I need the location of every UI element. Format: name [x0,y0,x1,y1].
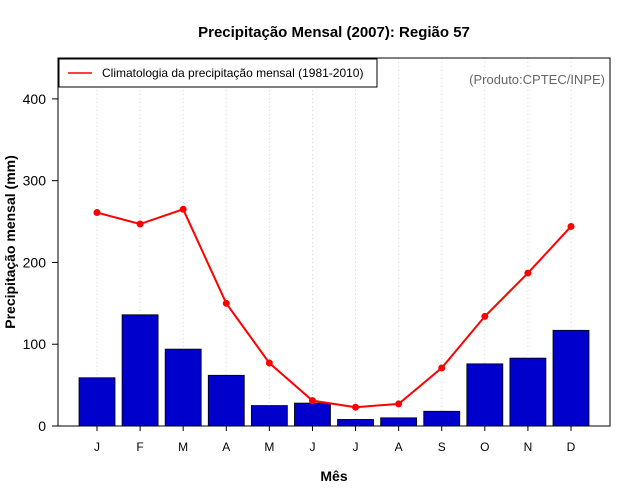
climatology-point-5 [265,359,273,367]
bar-12 [552,329,590,427]
x-tick-label-2: F [136,440,143,454]
y-tick-label-1: 0 [38,418,46,434]
bar-3 [164,348,202,427]
bar-11 [509,357,547,427]
bar-4 [207,374,245,427]
y-axis: 0 100 200 300 400 [23,91,58,434]
climatology-line [96,208,572,409]
x-tick-label-1: J [94,440,100,454]
y-tick-label-4: 300 [23,173,47,189]
bar-6 [294,402,331,427]
bar-series [78,314,590,427]
y-tick-label-2: 100 [23,336,47,352]
chart-title: Precipitação Mensal (2007): Região 57 [198,24,470,41]
y-tick-label-5: 400 [23,91,47,107]
bar-2 [121,314,159,427]
x-tick-label-5: M [264,440,274,454]
x-tick-label-7: J [353,440,359,454]
climatology-point-4 [222,299,230,307]
climatology-point-2 [136,220,144,228]
climatology-point-7 [352,403,360,411]
plot-frame [57,57,611,427]
climatology-point-1 [93,209,101,217]
climatology-point-3 [179,205,187,213]
y-axis-title: Precipitação mensal (mm) [2,155,18,329]
credit-label: (Produto:CPTEC/INPE) [469,72,605,87]
climatology-series [93,205,575,411]
climatology-point-8 [395,400,403,408]
legend-label: Climatologia da precipitação mensal (198… [102,66,363,80]
grid-lines [96,58,572,426]
bar-8 [380,417,418,427]
x-tick-label-9: S [438,440,446,454]
legend: Climatologia da precipitação mensal (198… [58,58,378,88]
climatology-point-6 [308,397,316,405]
climatology-point-10 [481,312,489,320]
climatology-point-12 [567,222,575,230]
x-tick-label-8: A [395,440,403,454]
bar-5 [250,405,288,427]
x-tick-label-6: J [309,440,315,454]
bar-10 [466,363,504,427]
legend-box [58,58,378,88]
bar-9 [423,410,461,427]
x-tick-label-10: O [480,440,489,454]
bar-7 [337,419,374,427]
x-tick-label-3: M [178,440,188,454]
y-tick-label-3: 200 [23,254,47,270]
x-tick-label-11: N [524,440,533,454]
x-axis-title: Mês [320,468,347,484]
x-tick-label-12: D [567,440,576,454]
climatology-point-11 [524,269,532,277]
climatology-point-9 [438,364,446,372]
bar-1 [78,377,116,427]
x-tick-label-4: A [222,440,230,454]
